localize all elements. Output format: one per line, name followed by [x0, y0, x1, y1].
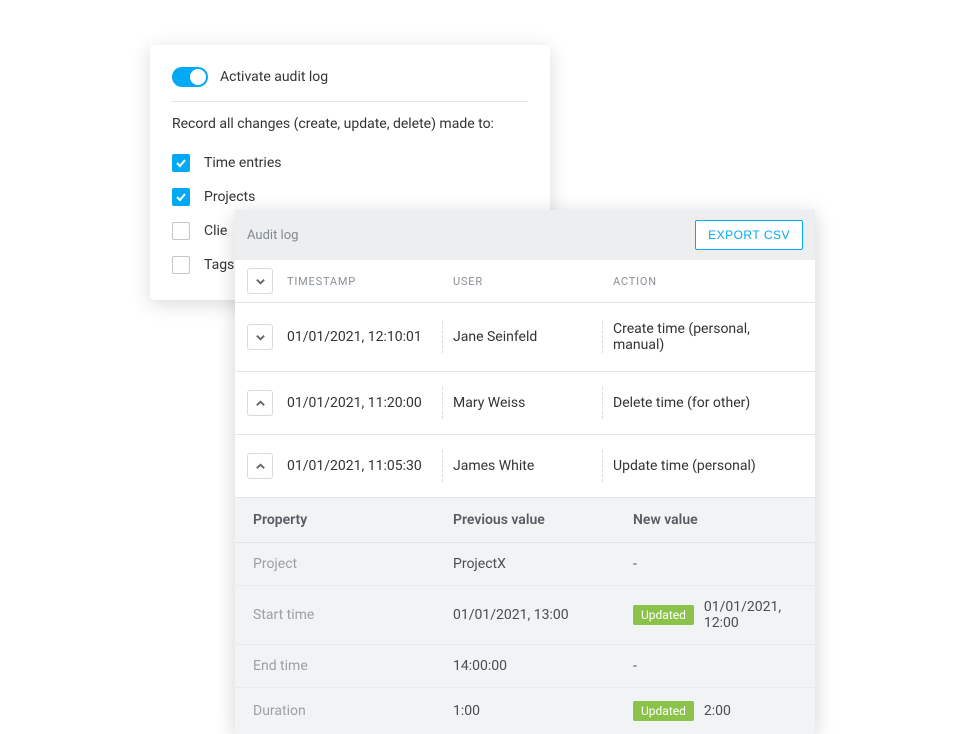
audit-log-card: Audit log EXPORT CSV TIMESTAMP USER ACTI… — [235, 210, 815, 734]
record-description: Record all changes (create, update, dele… — [172, 116, 528, 132]
detail-col-property: Property — [253, 512, 453, 528]
checkbox[interactable] — [172, 188, 190, 206]
detail-row: Start time01/01/2021, 13:00Updated 01/01/… — [235, 586, 815, 645]
column-user: USER — [453, 275, 613, 288]
cell-action: Update time (personal) — [613, 458, 803, 474]
detail-col-previous: Previous value — [453, 512, 633, 528]
detail-new: - — [633, 556, 797, 572]
detail-property: Start time — [253, 607, 453, 623]
detail-section: Property Previous value New value Projec… — [235, 498, 815, 734]
cell-timestamp: 01/01/2021, 12:10:01 — [273, 329, 453, 345]
log-row: 01/01/2021, 12:10:01Jane SeinfeldCreate … — [235, 303, 815, 372]
detail-property: End time — [253, 658, 453, 674]
detail-new: - — [633, 658, 797, 674]
chevron-up-icon — [255, 461, 266, 472]
checkbox[interactable] — [172, 222, 190, 240]
detail-headers: Property Previous value New value — [235, 498, 815, 543]
detail-row: ProjectProjectX- — [235, 543, 815, 586]
toggle-row: Activate audit log — [172, 67, 528, 102]
expand-row-button[interactable] — [247, 390, 273, 416]
detail-col-new: New value — [633, 512, 797, 528]
detail-new-value: - — [633, 658, 637, 674]
detail-previous: ProjectX — [453, 556, 633, 572]
checkbox-label: Projects — [204, 189, 255, 205]
expand-row-button[interactable] — [247, 453, 273, 479]
detail-new: Updated 2:00 — [633, 701, 797, 721]
expand-all-button[interactable] — [247, 268, 273, 294]
checkbox-row: Time entries — [172, 146, 528, 180]
updated-badge: Updated — [633, 701, 694, 721]
cell-user: James White — [453, 458, 613, 474]
toggle-label: Activate audit log — [220, 69, 328, 85]
cell-action: Delete time (for other) — [613, 395, 803, 411]
checkbox-row: Projects — [172, 180, 528, 214]
column-timestamp: TIMESTAMP — [273, 275, 453, 288]
checkbox-label: Tags — [204, 257, 234, 273]
cell-action: Create time (personal, manual) — [613, 321, 803, 353]
detail-property: Duration — [253, 703, 453, 719]
cell-user: Jane Seinfeld — [453, 329, 613, 345]
checkbox[interactable] — [172, 154, 190, 172]
detail-property: Project — [253, 556, 453, 572]
check-icon — [175, 191, 187, 203]
detail-previous: 01/01/2021, 13:00 — [453, 607, 633, 623]
audit-header: Audit log EXPORT CSV — [235, 210, 815, 260]
checkbox-label: Time entries — [204, 155, 281, 171]
log-row: 01/01/2021, 11:20:00Mary WeissDelete tim… — [235, 372, 815, 435]
activate-toggle[interactable] — [172, 67, 208, 87]
chevron-up-icon — [255, 398, 266, 409]
detail-new: Updated 01/01/2021, 12:00 — [633, 599, 797, 631]
checkbox-label: Clie — [204, 223, 227, 239]
detail-new-value: 2:00 — [704, 703, 731, 719]
cell-timestamp: 01/01/2021, 11:05:30 — [273, 458, 453, 474]
checkbox[interactable] — [172, 256, 190, 274]
updated-badge: Updated — [633, 605, 694, 625]
detail-previous: 1:00 — [453, 703, 633, 719]
expand-row-button[interactable] — [247, 324, 273, 350]
log-row: 01/01/2021, 11:05:30James WhiteUpdate ti… — [235, 435, 815, 498]
chevron-down-icon — [255, 332, 266, 343]
audit-title: Audit log — [247, 228, 298, 243]
column-action: ACTION — [613, 275, 803, 288]
detail-new-value: - — [633, 556, 637, 572]
chevron-down-icon — [255, 276, 266, 287]
cell-timestamp: 01/01/2021, 11:20:00 — [273, 395, 453, 411]
check-icon — [175, 157, 187, 169]
detail-new-value: 01/01/2021, 12:00 — [704, 599, 797, 631]
column-headers: TIMESTAMP USER ACTION — [235, 260, 815, 303]
export-csv-button[interactable]: EXPORT CSV — [695, 220, 803, 250]
cell-user: Mary Weiss — [453, 395, 613, 411]
detail-row: Duration1:00Updated 2:00 — [235, 688, 815, 734]
detail-previous: 14:00:00 — [453, 658, 633, 674]
detail-row: End time14:00:00- — [235, 645, 815, 688]
